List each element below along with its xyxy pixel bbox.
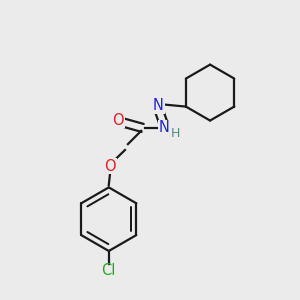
Text: H: H xyxy=(170,127,180,140)
Text: Cl: Cl xyxy=(102,262,116,278)
Text: O: O xyxy=(112,113,124,128)
Text: O: O xyxy=(104,159,116,174)
Text: N: N xyxy=(153,98,164,113)
Text: N: N xyxy=(158,120,169,135)
